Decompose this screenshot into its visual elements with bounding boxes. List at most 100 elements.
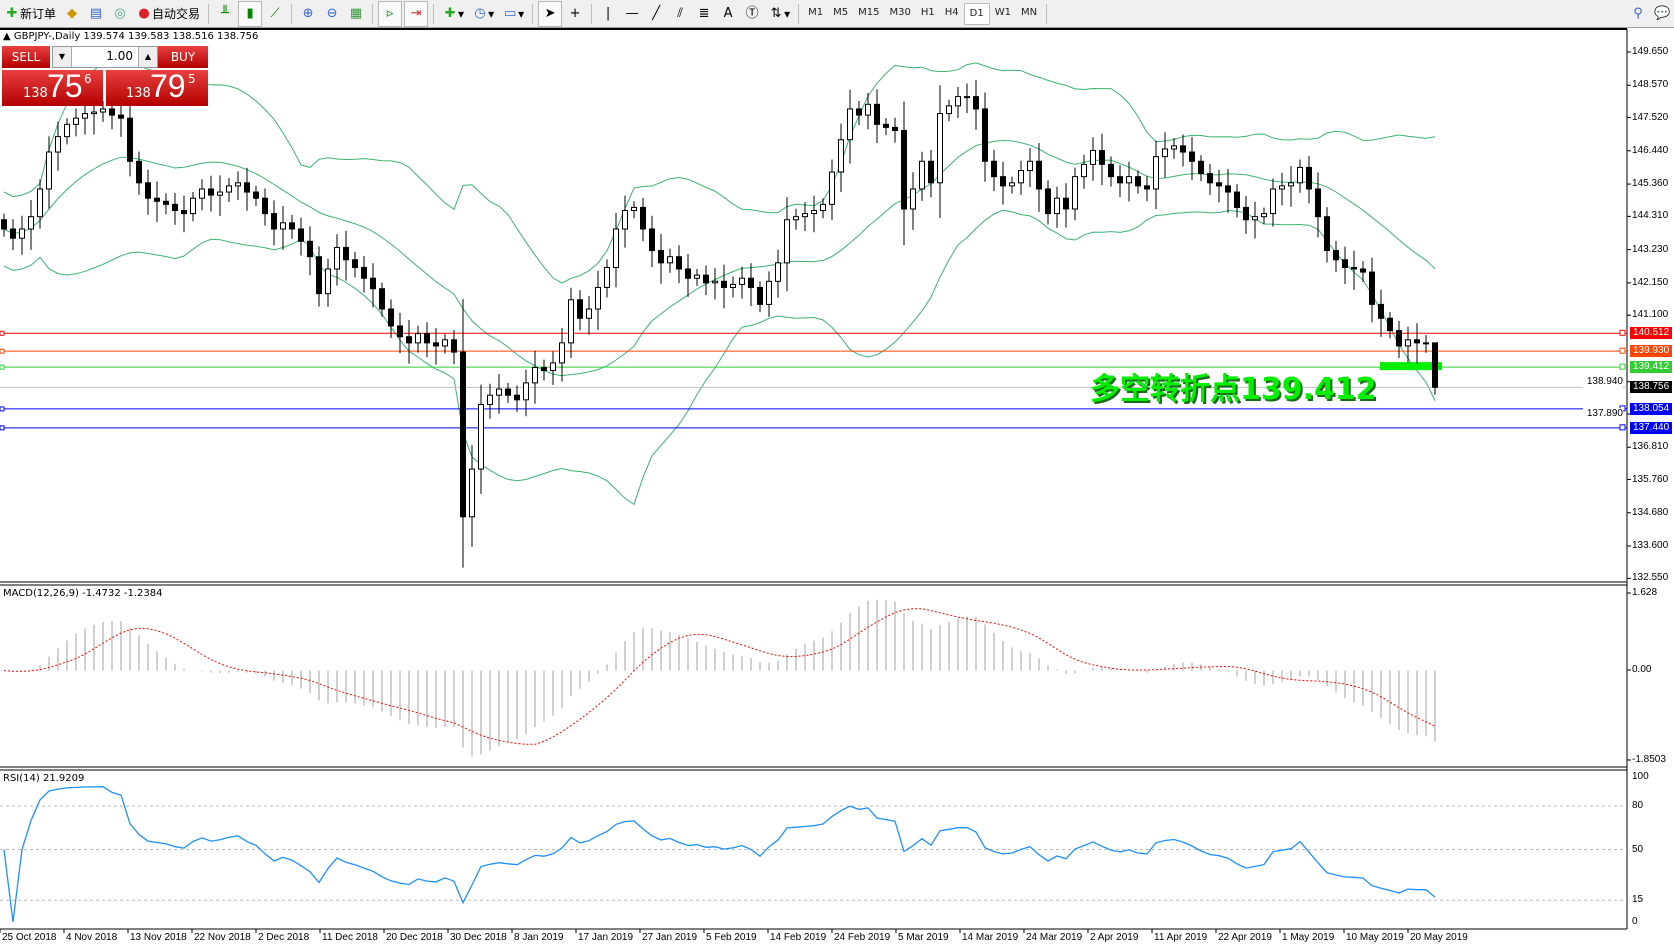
chart-shift-button[interactable]: ⇥ xyxy=(404,0,429,27)
bullish-candle xyxy=(1054,197,1060,215)
bullish-candle xyxy=(91,111,97,115)
bearish-candle xyxy=(1396,330,1402,347)
new-order-button[interactable]: ✚ 新订单 xyxy=(1,2,59,26)
indicators-button[interactable]: ✚ ▾ xyxy=(439,2,467,26)
horizontal-line-button[interactable]: — xyxy=(621,2,643,26)
separator xyxy=(1046,3,1048,24)
timeframe-h1[interactable]: H1 xyxy=(920,6,935,18)
timeframe-mn[interactable]: MN xyxy=(1020,6,1038,18)
sell-button[interactable]: SELL xyxy=(2,46,50,69)
bullish-candle xyxy=(64,123,70,138)
bullish-candle xyxy=(730,283,736,288)
bearish-candle xyxy=(1369,271,1375,305)
timeframe-w1[interactable]: W1 xyxy=(994,6,1011,18)
bullish-candle xyxy=(190,197,196,215)
timeframe-m15[interactable]: M15 xyxy=(858,6,880,18)
bearish-candle xyxy=(1432,342,1438,388)
crosshair-button[interactable]: + xyxy=(564,2,586,26)
zoom-out-icon: ⊖ xyxy=(326,5,338,21)
bearish-candle xyxy=(676,256,682,270)
bearish-candle xyxy=(1225,185,1231,193)
bullish-candle xyxy=(1153,156,1159,190)
collapse-icon[interactable]: ▲ xyxy=(3,31,14,42)
bearish-candle xyxy=(1198,160,1204,175)
cursor-icon: ➤ xyxy=(544,5,556,21)
decrease-lots-button[interactable]: ▼ xyxy=(53,47,72,67)
zoom-in-button[interactable]: ⊕ xyxy=(297,2,319,26)
bearish-candle xyxy=(244,182,250,193)
bollinger-middle xyxy=(3,139,1436,377)
bullish-candle xyxy=(1405,339,1411,347)
increase-lots-button[interactable]: ▲ xyxy=(138,47,157,67)
timeframe-d1[interactable]: D1 xyxy=(963,2,990,25)
bearish-candle xyxy=(388,308,394,327)
bullish-candle xyxy=(1171,145,1177,150)
buy-button[interactable]: BUY xyxy=(158,46,208,69)
bearish-candle xyxy=(145,182,151,199)
date-tick-label: 1 May 2019 xyxy=(1282,932,1335,943)
bullish-candle xyxy=(442,339,448,347)
trendline-button[interactable]: ╱ xyxy=(645,2,667,26)
bullish-candle xyxy=(532,366,538,384)
lot-size-stepper[interactable]: ▼ 1.00 ▲ xyxy=(52,46,158,68)
signals-button[interactable]: ◎ xyxy=(109,2,131,26)
line-handle xyxy=(0,406,5,412)
candlestick-button[interactable]: ▮ xyxy=(238,0,263,27)
buy-price[interactable]: 138 79 5 xyxy=(106,68,208,106)
timeframe-m5[interactable]: M5 xyxy=(833,6,849,18)
bearish-candle xyxy=(262,197,268,215)
vertical-line-button[interactable]: | xyxy=(597,2,619,26)
separator xyxy=(591,3,593,24)
bearish-candle xyxy=(1189,151,1195,162)
timeframe-m30[interactable]: M30 xyxy=(889,6,911,18)
market-watch-button[interactable]: ◆ xyxy=(61,2,83,26)
bearish-candle xyxy=(1045,188,1051,215)
bearish-candle xyxy=(721,280,727,288)
auto-trading-button[interactable]: ● 自动交易 xyxy=(133,2,203,26)
chat-button[interactable]: 💬 xyxy=(1651,2,1673,26)
separator xyxy=(291,3,293,24)
bearish-candle xyxy=(118,114,124,119)
arrows-button[interactable]: ⇅ ▾ xyxy=(765,2,793,26)
bearish-candle xyxy=(10,228,16,239)
date-tick-label: 27 Jan 2019 xyxy=(642,932,698,943)
timeframe-h4[interactable]: H4 xyxy=(944,6,959,18)
bullish-candle xyxy=(667,256,673,264)
search-button[interactable]: ⚲ xyxy=(1627,2,1649,26)
separator xyxy=(208,3,210,24)
lot-size-input[interactable]: 1.00 xyxy=(106,49,133,63)
cursor-button[interactable]: ➤ xyxy=(538,0,563,27)
date-tick-label: 22 Nov 2018 xyxy=(194,932,251,943)
bullish-candle xyxy=(226,185,232,193)
fibonacci-icon: ≣ xyxy=(698,5,710,21)
price-tick-label: 145.360 xyxy=(1632,178,1669,190)
new-order-icon: ✚ xyxy=(6,5,18,21)
bullish-candle xyxy=(37,188,43,218)
templates-button[interactable]: ▭ ▾ xyxy=(503,5,525,21)
bearish-candle xyxy=(757,286,763,305)
zoom-out-button[interactable]: ⊖ xyxy=(321,2,343,26)
bearish-candle xyxy=(748,277,754,288)
bearish-candle xyxy=(307,240,313,258)
auto-scroll-button[interactable]: ▹ xyxy=(378,0,403,27)
navigator-button[interactable]: ▤ xyxy=(85,2,107,26)
periods-button[interactable]: ◷ ▾ xyxy=(469,2,497,26)
bearish-candle xyxy=(514,394,520,401)
timeframe-m1[interactable]: M1 xyxy=(808,6,824,18)
rsi-tick-label: 100 xyxy=(1632,771,1649,782)
price-tick-label: 137.890 xyxy=(1583,407,1623,420)
text-button[interactable]: A xyxy=(717,2,739,26)
bearish-candle xyxy=(658,250,664,264)
channel-button[interactable]: ⫽ xyxy=(669,2,691,26)
line-chart-button[interactable]: ⟋ xyxy=(264,2,286,26)
fibonacci-button[interactable]: ≣ xyxy=(693,2,715,26)
chart-window[interactable] xyxy=(0,28,1627,930)
bar-chart-button[interactable]: ╨ xyxy=(214,2,236,26)
sell-price[interactable]: 138 75 6 xyxy=(2,68,103,106)
text-label-button[interactable]: Ⓣ xyxy=(741,2,763,26)
bearish-candle xyxy=(541,366,547,372)
bullish-candle xyxy=(1252,216,1258,221)
tile-windows-button[interactable]: ▦ xyxy=(345,2,367,26)
bullish-candle xyxy=(73,117,79,125)
